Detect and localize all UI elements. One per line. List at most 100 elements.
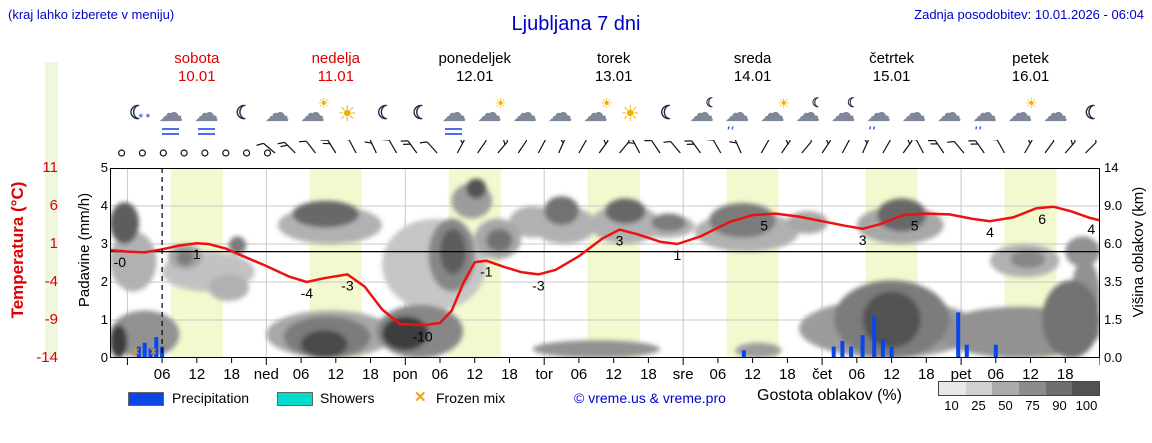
day-name: sobota	[174, 50, 220, 67]
wind-barb-icon	[341, 140, 357, 154]
cloud-icon: ☁	[1007, 99, 1033, 127]
time-tick-label: pet	[950, 366, 972, 383]
daylight-band	[726, 168, 779, 358]
snow-cloud-weather-icon: ☁	[436, 96, 472, 138]
day-header-petek[interactable]: petek 16.01	[971, 50, 1091, 86]
cloud-weather-icon: ☁	[1038, 96, 1074, 138]
temperature-value-label: 1	[674, 247, 682, 263]
showers-label: Showers	[320, 390, 375, 406]
wind-barb-icon	[909, 140, 924, 154]
day-header-nedelja[interactable]: nedelja 11.01	[276, 50, 396, 86]
sun-icon: ☀	[777, 95, 790, 111]
day-header-torek[interactable]: torek 13.01	[554, 50, 674, 86]
scale-value: 90	[1052, 398, 1067, 413]
wind-barb-icon	[619, 140, 630, 154]
sun-icon: ☀	[600, 95, 613, 111]
moon-icon: ☾	[129, 103, 147, 124]
cloud-density-scalebar	[938, 381, 1100, 396]
wind-barbs-row	[118, 140, 1097, 157]
day-date: 11.01	[317, 68, 354, 85]
temperature-value-label: 1	[193, 246, 201, 262]
day-header-četrtek[interactable]: četrtek 15.01	[832, 50, 952, 86]
day-header-ponedeljek[interactable]: ponedeljek 12.01	[415, 50, 535, 86]
time-tick-label: 06	[709, 366, 727, 383]
cloud-icon: ☁	[936, 99, 962, 127]
page-title: Ljubljana 7 dni	[511, 13, 641, 35]
precip-tick-value: 5	[100, 160, 108, 175]
temp-tick-value: 1	[49, 235, 58, 252]
scale-value: 75	[1025, 398, 1040, 413]
drizzle-icon: ''	[974, 124, 982, 138]
scale-value: 50	[998, 398, 1013, 413]
day-header-sreda[interactable]: sreda 14.01	[693, 50, 813, 86]
cloud-icon: ☁	[901, 99, 927, 127]
time-tick-label: 12	[883, 366, 900, 383]
cloud-sun-weather-icon: ☀ ☁	[472, 96, 508, 138]
time-tick-label: 12	[1022, 366, 1039, 383]
calm-wind-icon	[159, 149, 167, 157]
copyright-link[interactable]: © vreme.us & vreme.pro	[574, 390, 726, 406]
drizzle-cloud-weather-icon: ☁ ''	[967, 96, 1003, 139]
frozen-mix-mark: ✕	[132, 347, 140, 358]
wind-barb-icon	[801, 140, 813, 154]
cloud-icon: ☁	[689, 99, 715, 127]
temperature-scale-strip	[45, 62, 58, 360]
precipitation-bars	[136, 312, 998, 358]
wind-barb-icon	[320, 140, 337, 154]
wind-barb-icon	[663, 140, 681, 154]
scale-segment	[1072, 382, 1100, 395]
sun-weather-icon: ☀	[613, 96, 649, 138]
wind-barb-icon	[578, 140, 587, 154]
cloud-weather-icon: ☁	[896, 96, 932, 138]
wind-barb-icon	[598, 140, 609, 154]
calm-wind-icon	[201, 149, 209, 157]
cloud-density-scale-values: 10 25 50 75 90 100	[938, 398, 1100, 413]
wind-barb-icon	[381, 140, 398, 154]
moon-icon: ☾	[846, 95, 859, 110]
temperature-value-label: 5	[760, 217, 768, 233]
cloud-icon: ☁	[724, 99, 750, 127]
temperature-value-label: 3	[616, 233, 624, 249]
precipitation-swatch	[128, 392, 164, 406]
day-date: 13.01	[594, 68, 633, 85]
temperature-value-label: -0	[114, 254, 127, 270]
cloud-icon: ☁	[582, 99, 608, 127]
scale-segment	[1019, 382, 1046, 395]
temp-tick-value: -14	[36, 349, 58, 366]
km-tick-value: 3.5	[1104, 274, 1123, 289]
temperature-value-label: 5	[911, 217, 919, 233]
sun-icon: ☀	[337, 101, 358, 126]
day-header-sobota[interactable]: sobota 10.01	[137, 50, 257, 86]
cloud-icon: ☁	[547, 99, 573, 127]
day-date: 15.01	[872, 68, 911, 85]
wind-barb-icon	[517, 140, 528, 154]
day-name: ponedeljek	[438, 50, 512, 67]
temperature-value-label: -3	[532, 277, 545, 293]
scale-segment	[965, 382, 993, 395]
temperature-line	[110, 205, 1100, 327]
cloud-weather-icon: ☁	[260, 96, 296, 138]
wind-barb-icon	[497, 140, 509, 154]
time-tick-label: 18	[779, 366, 796, 383]
day-name: petek	[1012, 50, 1049, 67]
cloud-sun-weather-icon: ☀ ☁	[578, 96, 614, 138]
daylight-band	[587, 168, 640, 358]
temp-tick-value: 11	[42, 159, 58, 176]
time-tick-label: 06	[987, 366, 1005, 383]
day-date: 10.01	[178, 68, 216, 85]
moon-weather-icon: ☾	[1073, 96, 1109, 138]
moon-stars-weather-icon: ☾ * *	[118, 96, 154, 138]
precip-tick-value: 3	[100, 236, 108, 251]
time-tick-label: ned	[253, 366, 279, 383]
wind-barb-icon	[299, 140, 316, 154]
precip-axis-label: Padavine (mm/h)	[76, 192, 93, 308]
moon-icon: ☾	[659, 103, 677, 124]
wind-barb-icon	[644, 140, 661, 154]
cloud-icon: ☁	[866, 99, 892, 127]
time-tick-label: 12	[188, 366, 206, 383]
time-tick-label: 18	[362, 366, 379, 383]
wind-barb-icon	[760, 140, 770, 154]
wind-barb-icon	[821, 140, 832, 154]
time-tick-label: 06	[431, 366, 449, 383]
